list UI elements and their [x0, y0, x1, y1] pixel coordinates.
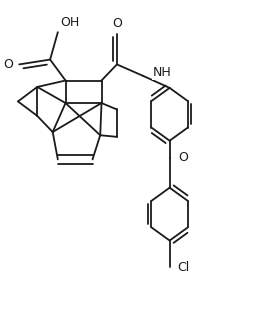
Text: O: O	[179, 151, 188, 164]
Text: O: O	[112, 17, 122, 30]
Text: NH: NH	[153, 66, 172, 79]
Text: Cl: Cl	[177, 261, 190, 274]
Text: O: O	[3, 58, 13, 71]
Text: OH: OH	[60, 16, 80, 29]
